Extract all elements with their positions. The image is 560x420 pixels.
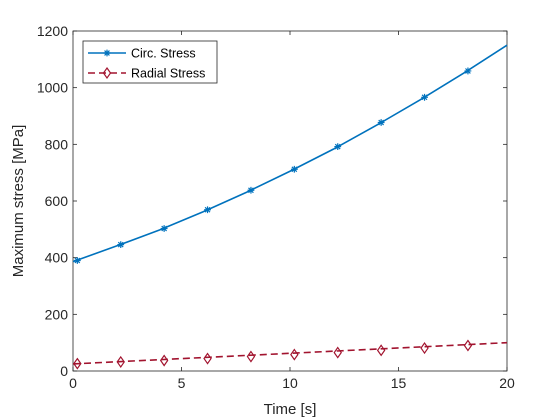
legend: Circ. Stress Radial Stress [82, 40, 218, 84]
plot-area [72, 30, 508, 372]
x-tick-label: 5 [178, 375, 186, 391]
y-tick-label: 600 [45, 193, 69, 209]
y-tick-label: 200 [45, 306, 69, 322]
series-layer [72, 44, 508, 370]
data-point [377, 119, 385, 126]
data-point [203, 352, 212, 365]
y-tick-label: 1200 [37, 23, 68, 39]
data-point [464, 67, 472, 75]
y-tick-label: 1000 [37, 80, 68, 96]
data-point [334, 143, 342, 150]
data-point [420, 342, 429, 355]
x-tick-label: 0 [69, 375, 77, 391]
data-point [333, 346, 342, 359]
series-line [72, 44, 508, 263]
legend-label: Circ. Stress [131, 47, 196, 61]
data-point [103, 49, 111, 57]
x-tick-label: 15 [391, 375, 407, 391]
series-2 [72, 339, 508, 370]
x-axis-label: Time [s] [264, 401, 317, 418]
series-line [72, 341, 508, 365]
legend-entry: Circ. Stress [88, 47, 196, 61]
y-tick-label: 0 [60, 363, 68, 379]
data-point [73, 257, 81, 264]
data-point [247, 186, 255, 194]
y-axis-label: Maximum stress [MPa] [10, 125, 27, 278]
data-point [73, 357, 82, 370]
data-point [290, 348, 299, 361]
data-point [421, 93, 428, 101]
data-point [376, 344, 386, 357]
y-tick-label: 800 [45, 136, 69, 152]
data-point [160, 225, 168, 232]
data-point [246, 350, 256, 363]
legend-entry: Radial Stress [88, 67, 205, 81]
legend-label: Radial Stress [131, 67, 205, 81]
data-point [290, 165, 298, 173]
data-point [116, 355, 125, 368]
data-point [117, 241, 125, 249]
data-point [204, 206, 211, 214]
series-1 [72, 44, 508, 264]
data-point [102, 66, 112, 80]
x-tick-label: 20 [499, 375, 515, 391]
data-point [463, 339, 473, 352]
y-tick-label: 400 [45, 250, 69, 266]
x-tick-label: 10 [282, 375, 298, 391]
data-point [159, 354, 169, 367]
